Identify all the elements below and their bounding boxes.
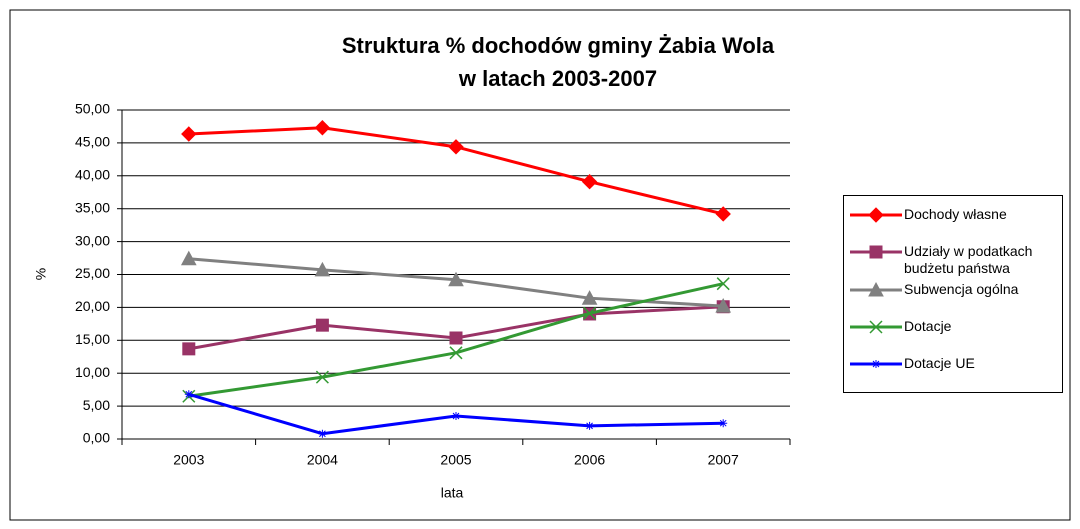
y-tick-label: 50,00	[75, 101, 110, 117]
marker	[448, 271, 464, 287]
marker	[315, 318, 329, 332]
marker	[318, 429, 327, 438]
marker	[452, 411, 460, 420]
marker	[314, 261, 331, 277]
marker	[449, 331, 463, 345]
y-tick-label: 45,00	[75, 134, 110, 150]
marker	[180, 250, 197, 266]
y-tick-label: 20,00	[75, 298, 110, 314]
marker	[719, 419, 728, 428]
legend-label: Dotacje UE	[904, 355, 975, 371]
legend-label: Subwencja ogólna	[904, 281, 1019, 297]
chart-title: Struktura % dochodów gminy Żabia Wola	[342, 33, 775, 58]
x-tick-label: 2004	[307, 452, 338, 468]
legend-swatch	[850, 281, 902, 297]
marker	[581, 174, 598, 190]
marker	[314, 120, 331, 136]
marker	[585, 421, 594, 430]
legend-swatch	[850, 360, 902, 368]
marker	[868, 281, 884, 297]
marker	[716, 277, 730, 291]
marker	[715, 206, 731, 222]
marker	[869, 245, 883, 259]
y-tick-label: 40,00	[75, 167, 110, 183]
legend-entry: Dotacje	[848, 318, 1064, 336]
marker	[315, 370, 329, 384]
legend-entry: Subwencja ogólna	[848, 281, 1064, 299]
chart-title: w latach 2003-2007	[458, 66, 657, 91]
y-tick-label: 10,00	[75, 364, 110, 380]
marker	[868, 207, 884, 223]
marker	[184, 390, 193, 399]
x-tick-label: 2003	[173, 452, 204, 468]
legend-label: Dochody własne	[904, 206, 1007, 222]
marker	[182, 342, 196, 356]
marker	[872, 360, 880, 368]
legend-entry: Dochody własne	[848, 206, 1064, 224]
x-axis-label: lata	[441, 485, 464, 501]
marker	[181, 126, 197, 142]
legend-swatch	[850, 207, 902, 223]
x-tick-label: 2006	[574, 452, 605, 468]
x-tick-label: 2007	[708, 452, 739, 468]
y-axis-label: %	[33, 268, 49, 280]
marker	[448, 139, 464, 155]
marker	[583, 306, 597, 320]
marker	[581, 290, 598, 305]
y-tick-label: 35,00	[75, 199, 110, 215]
legend-label: Dotacje	[904, 318, 952, 334]
legend-swatch	[850, 245, 902, 259]
marker	[869, 320, 883, 334]
y-tick-label: 0,00	[83, 430, 110, 446]
marker	[449, 346, 463, 360]
y-tick-label: 5,00	[83, 397, 110, 413]
legend: Dochody własne Udziały w podatkach budżet…	[843, 195, 1063, 393]
x-tick-label: 2005	[440, 452, 471, 468]
legend-entry: Udziały w podatkach budżetu państwa	[848, 243, 1064, 277]
legend-swatch	[850, 320, 902, 334]
marker	[715, 298, 732, 313]
y-tick-label: 30,00	[75, 232, 110, 248]
y-tick-label: 25,00	[75, 265, 110, 281]
y-tick-label: 15,00	[75, 331, 110, 347]
legend-label: Udziały w podatkach budżetu państwa	[904, 243, 1033, 276]
legend-entry: Dotacje UE	[848, 355, 1064, 373]
